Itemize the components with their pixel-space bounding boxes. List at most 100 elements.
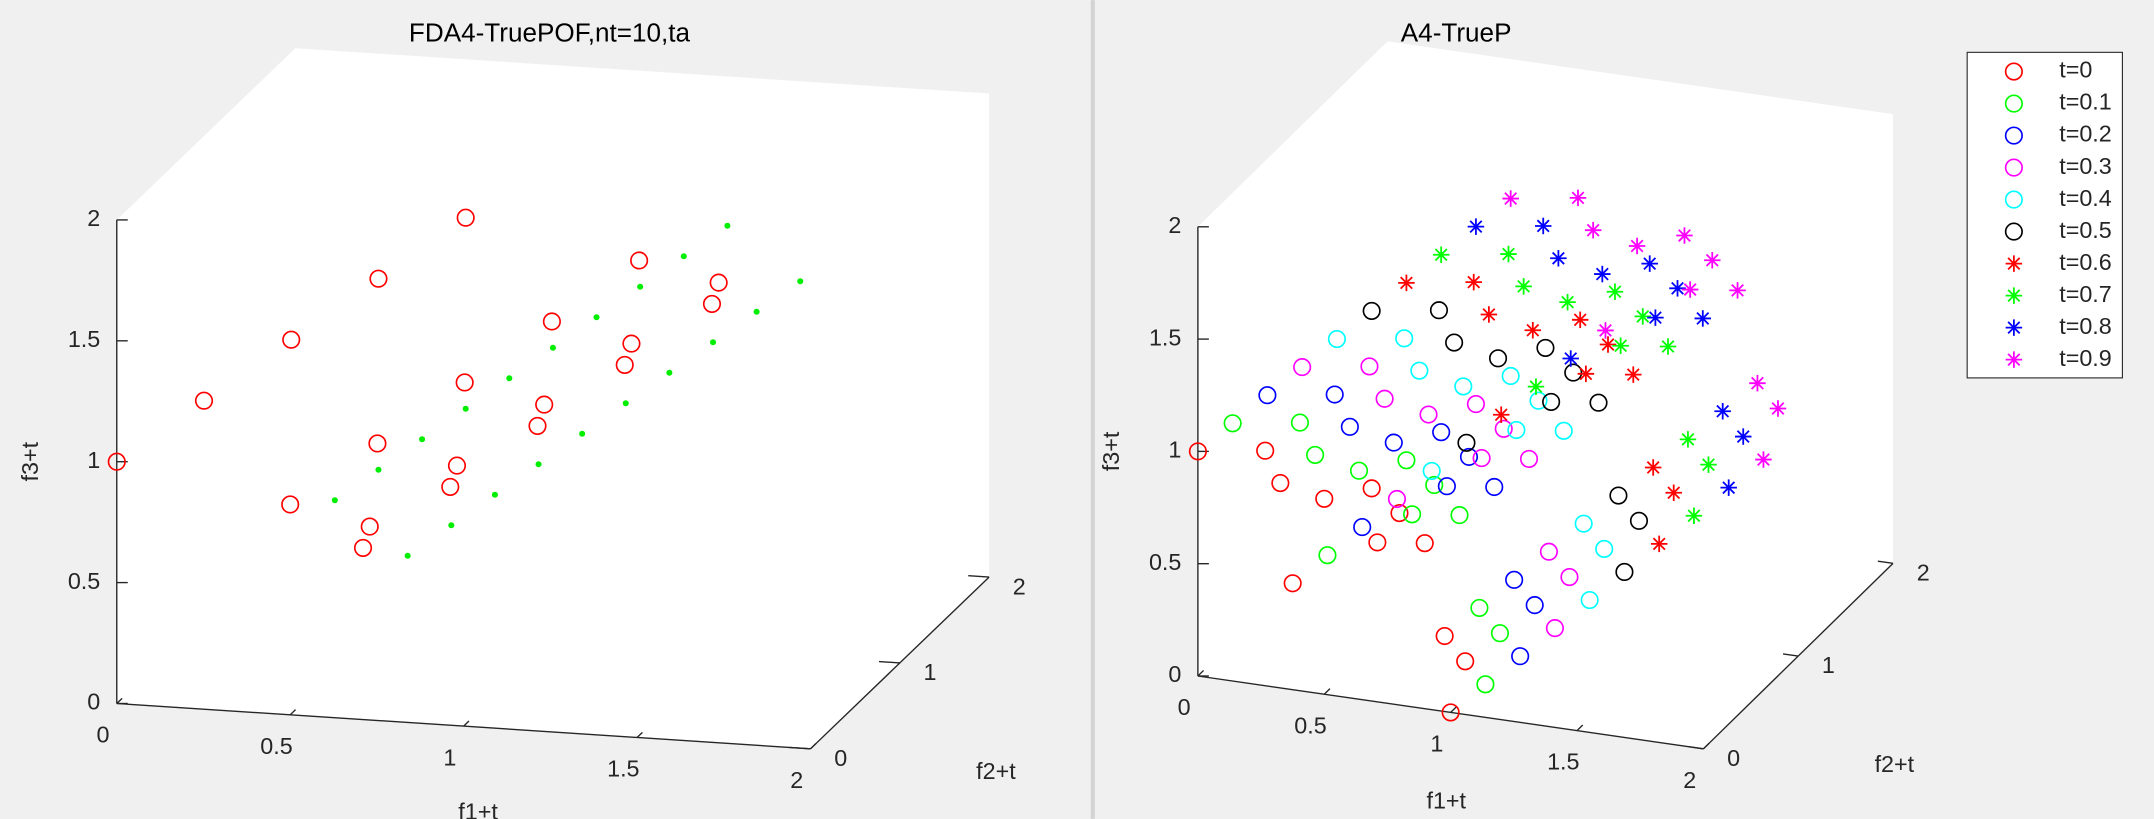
marker-asterisk	[2005, 319, 2023, 336]
marker-circle	[1340, 417, 1359, 436]
marker-circle	[1362, 479, 1381, 498]
marker-circle	[1223, 414, 1242, 433]
y-axis-label: f2+t	[1875, 751, 1915, 777]
y-tick	[789, 746, 811, 750]
x-tick	[1323, 688, 1331, 695]
asterisk-stroke	[1702, 458, 1715, 472]
marker-dot	[797, 278, 804, 285]
marker-circle	[1545, 619, 1564, 638]
marker-circle	[1505, 570, 1524, 589]
marker-circle	[1318, 546, 1337, 565]
marker-circle	[1459, 447, 1479, 466]
y-tick	[1688, 745, 1704, 750]
y-axis-label: f2+t	[976, 758, 1016, 784]
marker-circle	[1629, 511, 1649, 530]
asterisk-stroke	[1614, 339, 1628, 353]
marker-circle	[1315, 489, 1334, 508]
series	[1293, 357, 1579, 638]
marker-circle	[1271, 473, 1290, 493]
asterisk-stroke	[1586, 223, 1600, 237]
marker-asterisk	[1685, 507, 1703, 524]
marker-circle	[528, 416, 547, 435]
marker-asterisk	[1749, 374, 1766, 392]
marker-circle	[1519, 449, 1539, 468]
marker-asterisk	[1704, 251, 1721, 269]
marker-circle	[1290, 413, 1310, 432]
asterisk-stroke	[1716, 404, 1730, 418]
x-tick-label: 1	[443, 744, 456, 770]
x-axis-label: f1+t	[1426, 787, 1466, 813]
marker-asterisk	[1679, 431, 1697, 448]
marker-circle	[1441, 703, 1460, 722]
y-tick-label: 1	[1822, 652, 1835, 678]
y-tick	[1782, 653, 1799, 657]
marker-asterisk	[1515, 278, 1532, 295]
series	[1467, 217, 1752, 496]
asterisk-stroke	[1626, 368, 1640, 382]
legend-label: t=0	[2059, 57, 2092, 83]
marker-asterisk	[2005, 351, 2023, 368]
marker-asterisk	[1550, 250, 1567, 267]
legend-label: t=0.8	[2059, 313, 2112, 339]
marker-circle	[1560, 567, 1579, 587]
marker-circle	[1445, 333, 1464, 352]
marker-circle	[1470, 598, 1489, 617]
x-tick	[1576, 724, 1584, 732]
marker-circle	[1360, 357, 1379, 376]
marker-asterisk	[1571, 311, 1589, 329]
series	[1188, 441, 1475, 722]
marker-circle	[542, 312, 561, 331]
asterisk-stroke	[1636, 310, 1650, 323]
chart-title: FDA4-TruePOF,nt=10,ta	[409, 17, 691, 47]
marker-circle	[441, 477, 460, 496]
marker-circle	[1327, 329, 1346, 349]
asterisk-stroke	[1482, 308, 1496, 321]
marker-circle	[1293, 358, 1312, 377]
marker-asterisk	[1634, 308, 1651, 325]
marker-asterisk	[1534, 217, 1552, 235]
marker-asterisk	[1527, 378, 1545, 395]
marker-circle	[1258, 386, 1277, 405]
marker-asterisk	[1720, 479, 1737, 496]
marker-circle	[368, 434, 387, 453]
asterisk-stroke	[1494, 408, 1508, 422]
z-tick-label: 1	[87, 447, 100, 473]
marker-circle	[1454, 377, 1473, 396]
asterisk-stroke	[1736, 430, 1750, 443]
marker-dot	[491, 491, 498, 498]
asterisk-stroke	[1652, 537, 1666, 551]
legend-label: t=0.7	[2059, 281, 2112, 307]
marker-asterisk	[1432, 246, 1450, 263]
asterisk-stroke	[1504, 192, 1518, 205]
marker-circle	[1466, 395, 1485, 414]
asterisk-stroke	[1561, 295, 1574, 309]
asterisk-stroke	[1705, 253, 1719, 267]
marker-asterisk	[1659, 338, 1677, 355]
x-axis-label: f1+t	[458, 798, 498, 819]
marker-asterisk	[1599, 336, 1617, 353]
x-tick	[116, 697, 123, 704]
y-tick	[878, 660, 900, 664]
y-tick-label: 1	[924, 659, 937, 685]
marker-asterisk	[1669, 280, 1686, 297]
marker-circle	[1554, 421, 1573, 440]
asterisk-stroke	[1564, 352, 1578, 365]
marker-circle	[1529, 391, 1548, 410]
marker-circle	[1437, 477, 1456, 496]
marker-circle	[615, 355, 634, 374]
marker-circle	[1422, 461, 1441, 480]
marker-asterisk	[1584, 221, 1602, 239]
marker-dot	[709, 339, 717, 346]
marker-circle	[622, 334, 641, 353]
marker-circle	[1589, 393, 1608, 412]
marker-circle	[1325, 385, 1344, 404]
marker-asterisk	[1562, 350, 1579, 367]
marker-circle	[1415, 534, 1434, 553]
marker-asterisk	[1465, 273, 1482, 291]
legend-label: t=0.3	[2059, 153, 2112, 179]
marker-dot	[753, 308, 760, 315]
marker-asterisk	[1569, 189, 1587, 207]
legend-label: t=0.6	[2059, 249, 2112, 275]
marker-circle	[1306, 445, 1325, 465]
z-tick-label: 2	[87, 205, 100, 231]
